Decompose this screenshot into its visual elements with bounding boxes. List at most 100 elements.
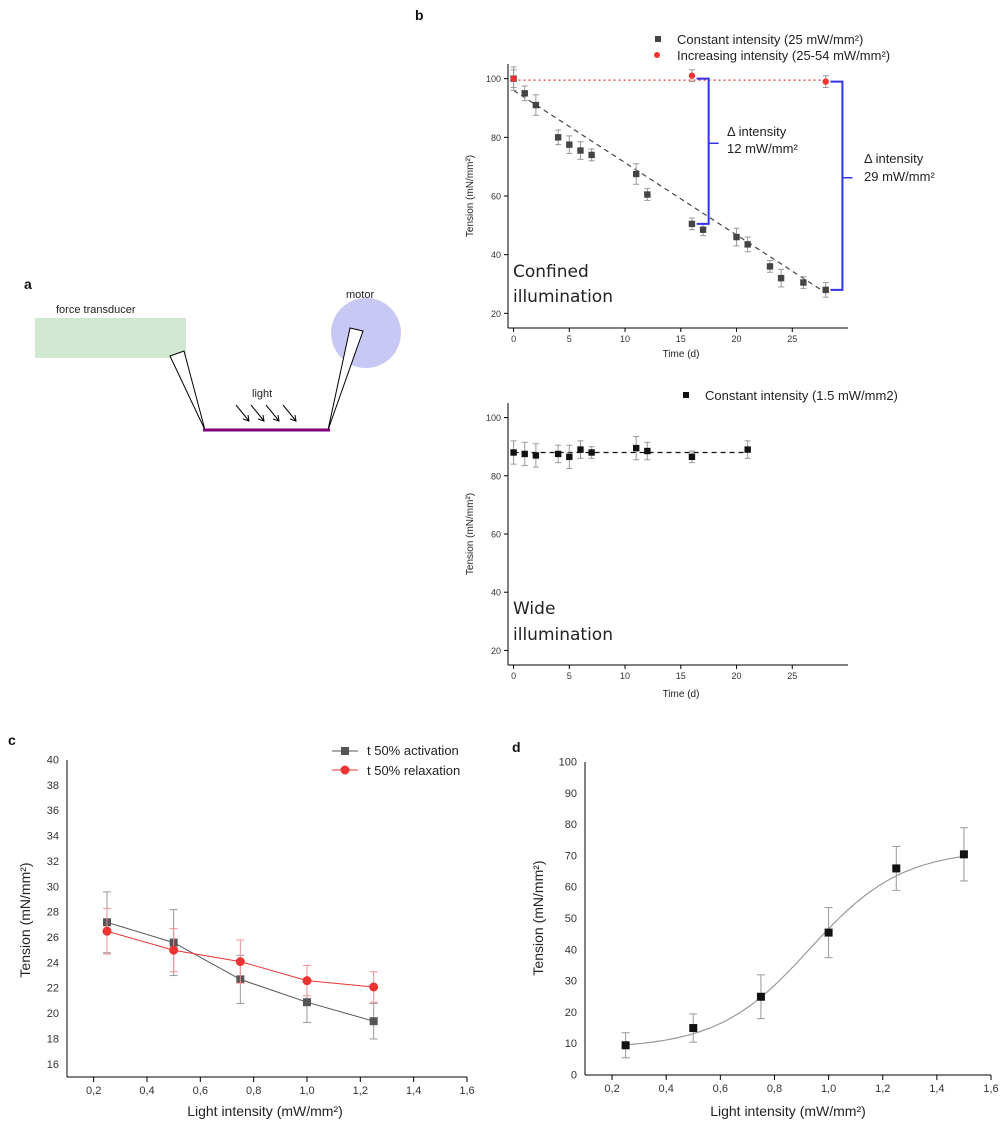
data-point xyxy=(766,263,774,270)
data-point xyxy=(303,998,311,1007)
ytick-label: 100 xyxy=(486,74,501,84)
ytick-label: 60 xyxy=(491,192,501,202)
legend-label-increasing: Increasing intensity (25-54 mW/mm²) xyxy=(677,48,890,63)
legend-marker-activation xyxy=(341,747,349,755)
legend-label-constant: Constant intensity (25 mW/mm²) xyxy=(677,32,863,47)
ytick-label: 40 xyxy=(491,588,501,598)
xtick-label: 0,6 xyxy=(713,1083,728,1095)
ytick-label: 26 xyxy=(47,932,59,944)
panel-d-letter: d xyxy=(512,739,521,755)
chart-c: 16 18 20 22 24 26 28 30 32 34 36 38 40 0,2 0,4 0,6 0,8 1… xyxy=(17,743,475,1119)
data-point xyxy=(588,449,595,456)
data-point xyxy=(566,453,573,461)
chart-b-top-ylabel: Tension (mN/mm²) xyxy=(465,155,476,237)
xtick-label: 0,8 xyxy=(767,1083,782,1095)
chart-b-bottom-yticks: 20 40 60 80 100 xyxy=(486,413,508,656)
bracket-label-2: Δ intensity 29 mW/mm² xyxy=(864,151,935,184)
data-point xyxy=(521,450,528,458)
data-point xyxy=(554,134,562,141)
xtick-label: 10 xyxy=(620,671,630,681)
bracket-1-line2: 12 mW/mm² xyxy=(727,141,798,156)
chart-d-yticks: 0 10 20 30 40 50 60 70 80 90 100 xyxy=(559,757,577,1082)
data-point xyxy=(632,444,640,452)
data-point xyxy=(688,453,696,461)
xtick-label: 5 xyxy=(567,334,572,344)
fit-line xyxy=(513,89,827,294)
data-point xyxy=(169,945,179,955)
ytick-label: 40 xyxy=(491,250,501,260)
xtick-label: 0,2 xyxy=(604,1083,619,1095)
xtick-label: 0,2 xyxy=(86,1085,101,1097)
xtick-label: 20 xyxy=(732,334,742,344)
chart-c-plot xyxy=(102,891,379,1040)
xtick-label: 0 xyxy=(511,334,516,344)
data-point xyxy=(588,151,595,159)
light-label: light xyxy=(252,388,272,400)
data-point xyxy=(824,928,833,937)
fit-curve xyxy=(625,855,964,1046)
data-point xyxy=(800,279,807,286)
left-hook xyxy=(169,350,206,431)
chart-c-axes xyxy=(66,760,467,1078)
ytick-label: 70 xyxy=(565,850,577,862)
data-point xyxy=(644,447,651,455)
ytick-label: 32 xyxy=(47,856,59,868)
ytick-label: 28 xyxy=(47,907,59,919)
xtick-label: 0,4 xyxy=(139,1085,154,1097)
chart-b-bottom-annotation-line1: Wide xyxy=(513,599,555,619)
ytick-label: 30 xyxy=(565,976,577,988)
xtick-label: 0 xyxy=(511,671,516,681)
light-arrows-icon xyxy=(235,404,297,422)
legend-marker-increasing xyxy=(654,52,660,58)
xtick-label: 0,4 xyxy=(659,1083,674,1095)
ytick-label: 20 xyxy=(47,1008,59,1020)
force-transducer-block xyxy=(35,318,186,358)
ytick-label: 18 xyxy=(47,1033,59,1045)
chart-d-ylabel: Tension (mN/mm²) xyxy=(530,860,546,975)
xtick-label: 1,6 xyxy=(983,1083,998,1095)
ytick-label: 24 xyxy=(47,957,59,969)
panel-a-letter: a xyxy=(24,276,32,292)
data-point xyxy=(892,864,901,873)
ytick-label: 36 xyxy=(47,805,59,817)
ytick-label: 30 xyxy=(47,881,59,893)
chart-d: 0 10 20 30 40 50 60 70 80 90 100 0,2 0,4 0,6 0,8 1,0 1,… xyxy=(530,757,999,1120)
delta-bracket xyxy=(696,77,710,225)
data-point xyxy=(532,452,540,459)
chart-b-bottom-ylabel: Tension (mN/mm²) xyxy=(465,493,476,575)
chart-c-xticks: 0,2 0,4 0,6 0,8 1,0 1,2 1,4 1,6 xyxy=(86,1077,475,1097)
data-point xyxy=(554,450,562,458)
data-point xyxy=(621,1041,630,1050)
data-point xyxy=(822,286,829,294)
ytick-label: 80 xyxy=(565,819,577,831)
chart-b-bottom: 20 40 60 80 100 0 5 10 15 20 25 Time (d) Tension … xyxy=(465,388,898,700)
chart-b-top-plot xyxy=(510,66,853,298)
data-point xyxy=(733,233,740,241)
data-point xyxy=(822,78,829,85)
ytick-label: 80 xyxy=(491,471,501,481)
legend-marker-relaxation xyxy=(340,765,350,775)
legend-label-activation: t 50% activation xyxy=(367,743,459,758)
chart-d-plot xyxy=(621,827,968,1059)
data-point xyxy=(510,449,517,456)
bracket-2-line1: Δ intensity xyxy=(864,151,924,166)
ytick-label: 22 xyxy=(47,983,59,995)
xtick-label: 1,6 xyxy=(459,1085,474,1097)
data-point xyxy=(699,226,707,233)
chart-b-top: 20 40 60 80 100 0 5 10 15 20 25 Time (d) Tension … xyxy=(465,32,935,360)
ytick-label: 90 xyxy=(565,788,577,800)
chart-b-bottom-legend: Constant intensity (1.5 mW/mm2) xyxy=(683,388,898,403)
ytick-label: 38 xyxy=(47,780,59,792)
chart-d-xticks: 0,2 0,4 0,6 0,8 1,0 1,2 1,4 1,6 xyxy=(604,1075,999,1095)
xtick-label: 20 xyxy=(732,671,742,681)
chart-c-legend: t 50% activation t 50% relaxation xyxy=(332,743,460,778)
xtick-label: 1,4 xyxy=(929,1083,944,1095)
ytick-label: 16 xyxy=(47,1059,59,1071)
data-point xyxy=(102,926,112,936)
data-point xyxy=(744,241,751,248)
chart-b-top-annotation-line2: illumination xyxy=(513,287,613,307)
xtick-label: 15 xyxy=(676,671,686,681)
data-point xyxy=(632,170,640,178)
ytick-label: 40 xyxy=(47,755,59,767)
xtick-label: 0,6 xyxy=(193,1085,208,1097)
